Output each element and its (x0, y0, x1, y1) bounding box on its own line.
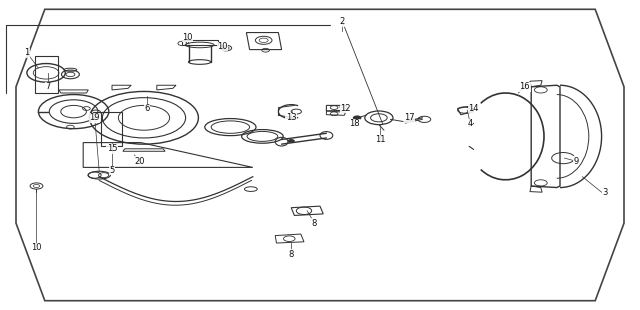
Text: 15: 15 (107, 144, 117, 153)
Text: 17: 17 (404, 113, 415, 122)
Circle shape (353, 116, 361, 120)
Text: 8: 8 (311, 219, 316, 228)
Text: 10: 10 (31, 243, 42, 253)
Text: 16: 16 (520, 82, 530, 91)
Text: 10: 10 (218, 42, 228, 51)
Text: 1: 1 (24, 48, 29, 57)
Circle shape (288, 140, 294, 143)
Text: 4: 4 (468, 119, 473, 129)
Text: 14: 14 (468, 104, 479, 113)
Text: 13: 13 (286, 113, 296, 122)
Text: 3: 3 (602, 188, 607, 197)
Text: 11: 11 (376, 135, 386, 144)
Text: 6: 6 (145, 104, 150, 113)
Text: 18: 18 (349, 119, 359, 129)
Text: 5: 5 (109, 166, 115, 175)
Text: 20: 20 (134, 157, 145, 166)
Text: 19: 19 (90, 113, 100, 122)
Text: 8: 8 (289, 250, 294, 259)
Text: 10: 10 (182, 33, 193, 42)
Text: 2: 2 (340, 17, 345, 26)
Text: 9: 9 (573, 157, 579, 166)
Text: 12: 12 (340, 104, 351, 113)
Text: 7: 7 (45, 82, 51, 91)
